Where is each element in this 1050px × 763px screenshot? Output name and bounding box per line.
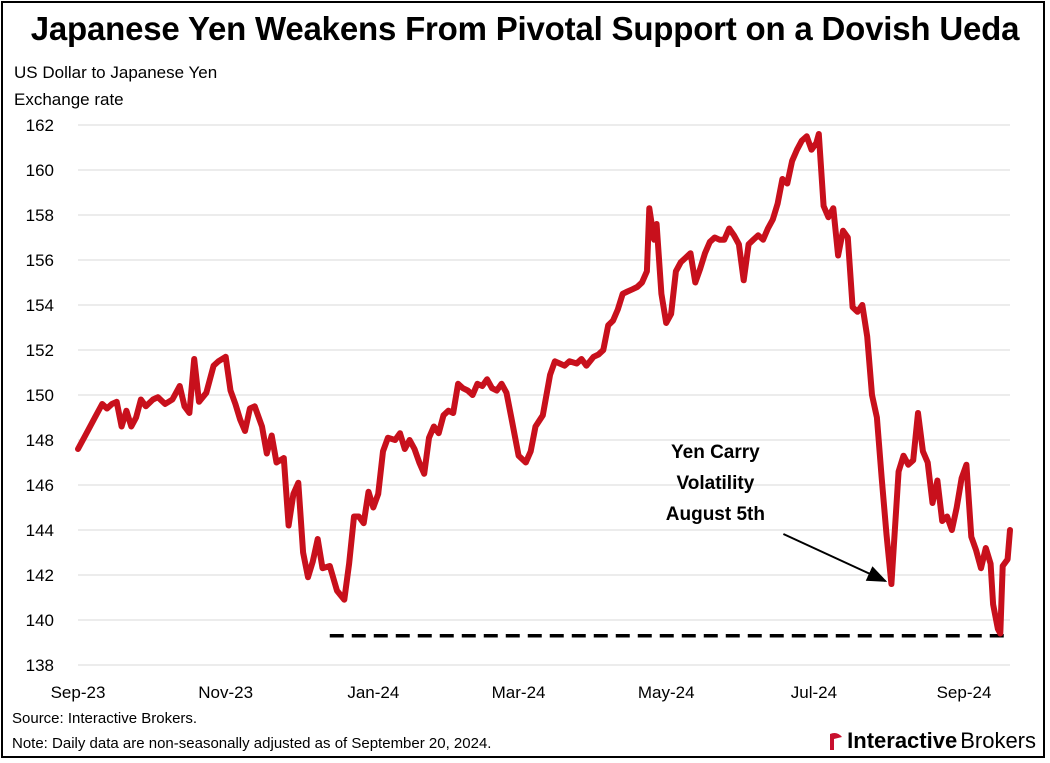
- y-tick-label: 142: [26, 566, 54, 585]
- gridlines: [78, 124, 1010, 666]
- source-note: Source: Interactive Brokers.: [12, 710, 198, 727]
- y-tick-label: 162: [26, 116, 54, 135]
- y-tick-label: 140: [26, 611, 54, 630]
- brand-name-part1: Interactive: [847, 728, 958, 753]
- y-tick-label: 138: [26, 656, 54, 675]
- annotation-text: Volatility: [676, 473, 754, 494]
- y-tick-label: 160: [26, 161, 54, 180]
- y-axis-label-line2: Exchange rate: [14, 90, 124, 109]
- x-tick-label: Nov-23: [198, 683, 253, 702]
- annotation-group: Yen Carry Volatility August 5th: [666, 442, 888, 582]
- y-tick-label: 154: [26, 296, 54, 315]
- x-tick-label: Jan-24: [347, 683, 399, 702]
- x-tick-label: Sep-23: [51, 683, 106, 702]
- series-group: [75, 131, 1013, 637]
- brand-name-part2: Brokers: [960, 728, 1036, 753]
- y-tick-label: 152: [26, 341, 54, 360]
- x-tick-labels: Sep-23 Nov-23 Jan-24 Mar-24 May-24 Jul-24 Sep-…: [51, 683, 992, 702]
- x-tick-label: Mar-24: [492, 683, 546, 702]
- x-tick-label: Sep-24: [937, 683, 992, 702]
- annotation-arrow: [782, 533, 888, 582]
- y-tick-label: 156: [26, 251, 54, 270]
- annotation-text: August 5th: [666, 504, 765, 525]
- brand-flag-icon: [830, 733, 843, 750]
- y-tick-labels: 138 140 142 144 146 148 150 152 154 156 158 160 162: [26, 116, 54, 675]
- chart-title: Japanese Yen Weakens From Pivotal Suppor…: [30, 10, 1020, 47]
- brand-logo: Interactive Brokers: [828, 728, 1036, 754]
- y-tick-label: 144: [26, 521, 54, 540]
- usd-jpy-series-line: [75, 131, 1013, 637]
- annotation-text: Yen Carry: [671, 442, 760, 463]
- x-tick-label: May-24: [638, 683, 695, 702]
- y-tick-label: 148: [26, 431, 54, 450]
- y-tick-label: 146: [26, 476, 54, 495]
- y-tick-label: 150: [26, 386, 54, 405]
- y-axis-label-line1: US Dollar to Japanese Yen: [14, 63, 218, 82]
- x-tick-label: Jul-24: [791, 683, 837, 702]
- data-note: Note: Daily data are non-seasonally adju…: [12, 735, 492, 752]
- y-tick-label: 158: [26, 206, 54, 225]
